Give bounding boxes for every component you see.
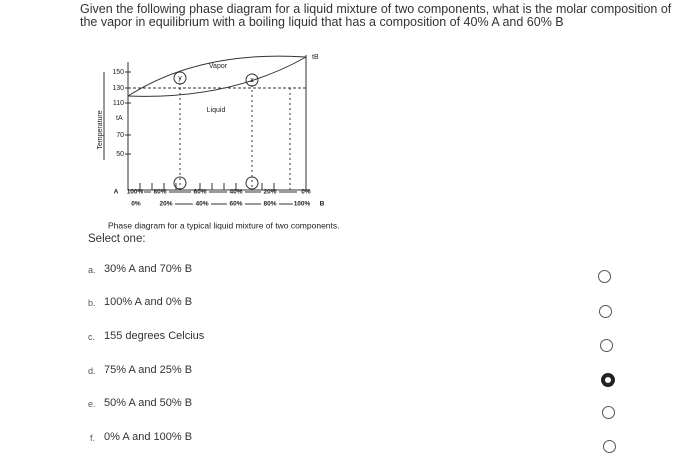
point-circle [173,176,187,190]
vapor-curve [127,55,307,97]
point-circle [245,176,259,190]
option-text[interactable]: 155 degrees Celcius [104,330,205,342]
y-axis-title: Temperature [97,110,104,149]
composition-label: B [320,201,325,208]
option-text[interactable]: 50% A and 50% B [104,397,193,409]
y-tick-label: 130 [112,85,124,92]
composition-label: 80% [153,189,166,196]
composition-label: 40% [229,189,242,196]
composition-label: 60% [229,201,242,208]
option-letter: a. [88,265,96,275]
point-label: x [250,77,254,84]
composition-label: 100% [294,201,311,208]
tb-label: tB [312,54,319,61]
option-text[interactable]: 75% A and 25% B [104,364,193,376]
option-text[interactable]: 100% A and 0% B [104,296,193,308]
radio-button[interactable] [600,339,613,352]
y-tick-label: 150 [112,69,124,76]
select-label: Select one: [88,233,146,245]
y-tick-label: 50 [116,151,124,158]
radio-button[interactable] [601,373,615,387]
composition-label: A [114,189,119,196]
radio-button[interactable] [602,406,615,419]
liquid-label: Liquid [207,107,226,114]
radio-button[interactable] [598,270,611,283]
composition-label: 20% [263,189,276,196]
point-circle [245,73,259,87]
y-tick-label: 70 [116,132,124,139]
option-letter: d. [88,366,96,376]
composition-label: 0% [131,201,141,208]
option-letter: c. [88,332,96,342]
composition-label: 40% [195,201,208,208]
radio-button[interactable] [599,305,612,318]
radio-button[interactable] [603,440,616,453]
option-text[interactable]: 30% A and 70% B [104,263,193,275]
composition-label: 80% [263,201,276,208]
caption: Phase diagram for a typical liquid mixtu… [108,220,340,230]
question-line: the vapor in equilibrium with a boiling … [80,15,564,29]
composition-label: 0% [301,189,311,196]
question-line: Given the following phase diagram for a … [80,2,672,16]
point-label: y [178,75,182,82]
composition-label: 100% [127,189,144,196]
option-text[interactable]: 0% A and 100% B [104,431,193,443]
option-letter: f. [90,433,96,443]
composition-label: 20% [159,201,172,208]
vapor-label: Vapor [209,63,228,70]
option-letter: b. [88,298,96,308]
composition-label: 60% [193,189,206,196]
option-letter: e. [88,399,96,409]
point-circle [173,71,187,85]
y-tick-label: 110 [113,100,124,107]
ta-label: tA [116,115,123,122]
